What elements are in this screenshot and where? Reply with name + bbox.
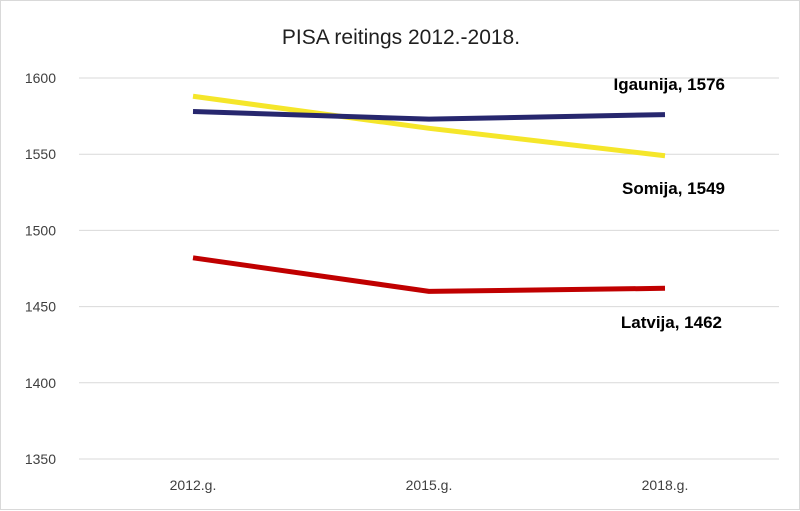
series-lines [192,93,666,294]
y-tick-label-1500: 1500 [25,222,56,238]
y-tick-label-1600: 1600 [25,70,56,86]
x-tick-label-0: 2012.g. [170,477,217,493]
series-label-latvija: Latvija, 1462 [621,313,722,332]
y-tick-label-1350: 1350 [25,451,56,467]
y-tick-label-1550: 1550 [25,146,56,162]
series-line-igaunija [192,109,666,122]
y-axis-ticks: 1350 1400 1450 1500 1550 1600 [25,70,56,467]
x-tick-label-1: 2015.g. [406,477,453,493]
series-label-somija: Somija, 1549 [622,179,725,198]
series-label-igaunija: Igaunija, 1576 [614,75,726,94]
y-tick-label-1450: 1450 [25,299,56,315]
series-line-latvija [192,255,666,294]
series-line-somija [192,93,666,159]
x-tick-label-2: 2018.g. [642,477,689,493]
chart-title: PISA reitings 2012.-2018. [282,26,520,49]
series-end-labels: Latvija, 1462 Somija, 1549 Igaunija, 1576 [614,75,726,332]
y-tick-label-1400: 1400 [25,375,56,391]
gridlines [79,77,779,460]
x-axis-ticks: 2012.g. 2015.g. 2018.g. [170,477,689,493]
